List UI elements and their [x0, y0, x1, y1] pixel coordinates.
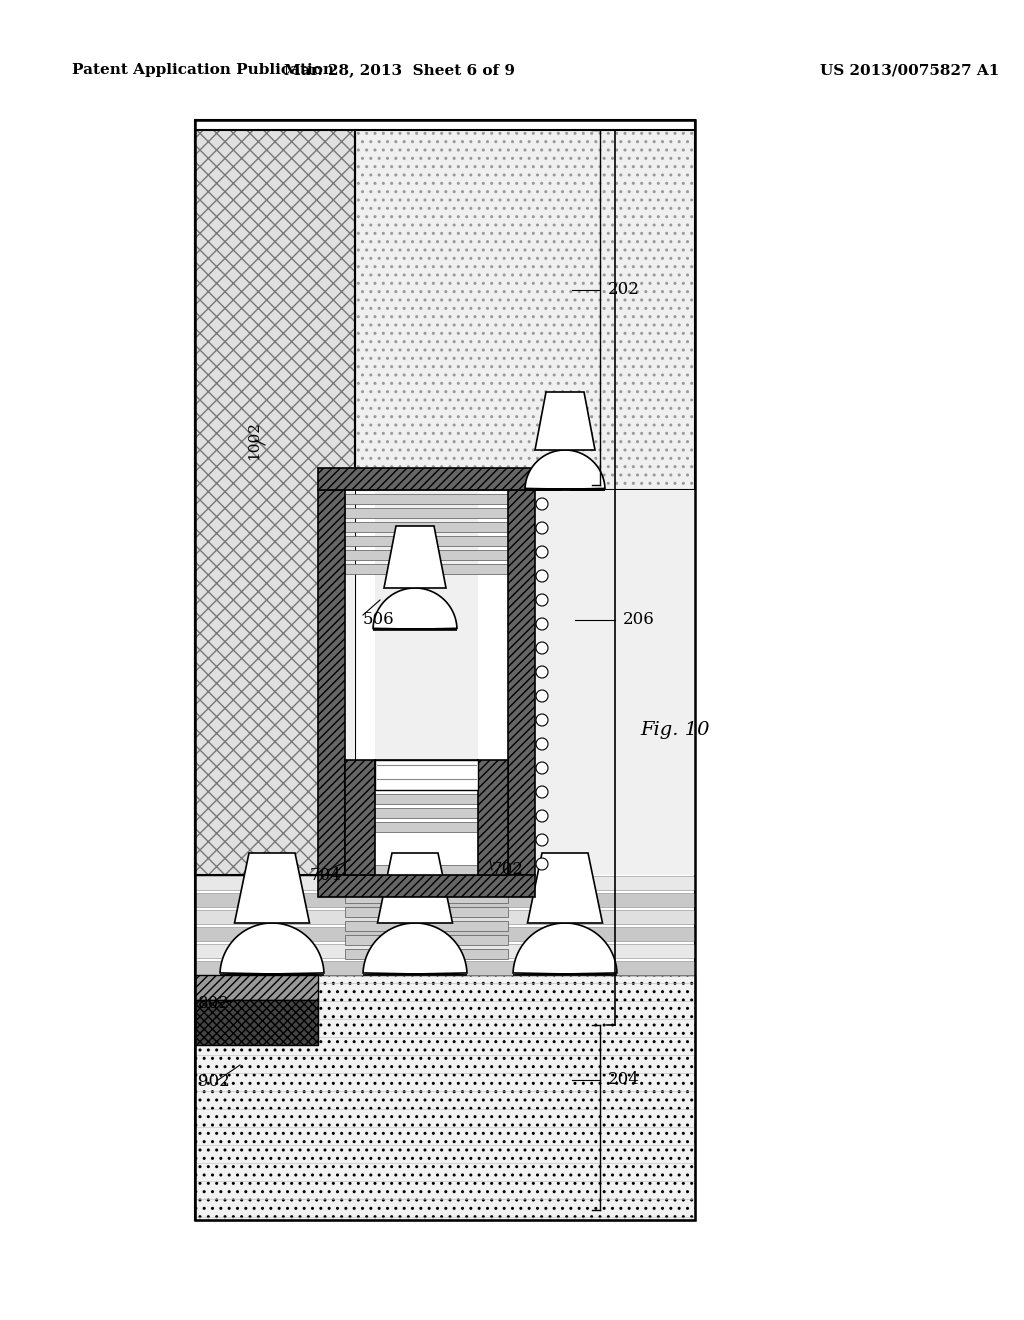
Text: 802: 802: [198, 994, 229, 1011]
Bar: [345, 521, 508, 532]
Bar: [345, 879, 508, 888]
Circle shape: [536, 521, 548, 535]
Polygon shape: [525, 450, 605, 490]
Bar: [375, 760, 478, 789]
Bar: [345, 494, 508, 504]
Circle shape: [536, 858, 548, 870]
Text: 1002: 1002: [247, 421, 261, 459]
Bar: [345, 564, 508, 574]
Text: 702: 702: [492, 862, 524, 879]
Bar: [375, 780, 478, 789]
Bar: [355, 129, 695, 490]
Bar: [375, 795, 478, 804]
Bar: [355, 129, 695, 490]
Bar: [195, 927, 695, 941]
Text: 206: 206: [623, 611, 654, 628]
Circle shape: [536, 570, 548, 582]
Circle shape: [536, 785, 548, 799]
Bar: [345, 550, 508, 560]
Bar: [375, 490, 478, 760]
Bar: [535, 490, 695, 875]
Bar: [375, 808, 478, 818]
Circle shape: [536, 594, 548, 606]
Bar: [345, 760, 375, 875]
Bar: [345, 935, 508, 945]
Text: Patent Application Publication: Patent Application Publication: [72, 63, 334, 77]
Bar: [345, 536, 508, 546]
Bar: [195, 129, 355, 875]
Bar: [195, 975, 318, 1001]
Polygon shape: [373, 587, 457, 630]
Bar: [478, 760, 508, 875]
Bar: [195, 129, 355, 875]
Bar: [345, 949, 508, 960]
Polygon shape: [220, 923, 324, 975]
Bar: [195, 944, 695, 958]
Polygon shape: [234, 853, 309, 923]
Bar: [345, 480, 508, 490]
Circle shape: [536, 498, 548, 510]
Bar: [195, 1001, 318, 1045]
Text: Fig. 10: Fig. 10: [640, 721, 710, 739]
Circle shape: [536, 762, 548, 774]
Bar: [318, 490, 345, 875]
Polygon shape: [378, 853, 453, 923]
Text: 204: 204: [608, 1072, 640, 1089]
Bar: [375, 760, 478, 781]
Circle shape: [536, 834, 548, 846]
Bar: [345, 894, 508, 903]
Bar: [345, 921, 508, 931]
Circle shape: [536, 810, 548, 822]
Bar: [318, 875, 535, 898]
Bar: [318, 469, 535, 490]
Circle shape: [536, 618, 548, 630]
Polygon shape: [527, 853, 602, 923]
Polygon shape: [362, 923, 467, 975]
Polygon shape: [535, 392, 595, 450]
Bar: [195, 876, 695, 890]
Bar: [345, 508, 508, 517]
Text: US 2013/0075827 A1: US 2013/0075827 A1: [820, 63, 999, 77]
Text: 704: 704: [310, 866, 342, 883]
Polygon shape: [384, 525, 446, 587]
Circle shape: [536, 714, 548, 726]
Circle shape: [536, 738, 548, 750]
Circle shape: [536, 690, 548, 702]
Text: 202: 202: [608, 281, 640, 298]
Circle shape: [536, 667, 548, 678]
Text: 902: 902: [198, 1073, 229, 1090]
Text: Mar. 28, 2013  Sheet 6 of 9: Mar. 28, 2013 Sheet 6 of 9: [285, 63, 515, 77]
Polygon shape: [513, 923, 617, 975]
Circle shape: [536, 546, 548, 558]
Bar: [318, 490, 355, 875]
Bar: [195, 120, 695, 1220]
Bar: [195, 975, 695, 1220]
Circle shape: [536, 642, 548, 653]
Bar: [195, 961, 695, 975]
Bar: [195, 894, 695, 907]
Bar: [345, 865, 508, 875]
Bar: [375, 822, 478, 832]
Bar: [345, 907, 508, 917]
Text: 506: 506: [362, 611, 394, 628]
Bar: [508, 490, 535, 875]
Bar: [195, 909, 695, 924]
Bar: [195, 120, 695, 1220]
